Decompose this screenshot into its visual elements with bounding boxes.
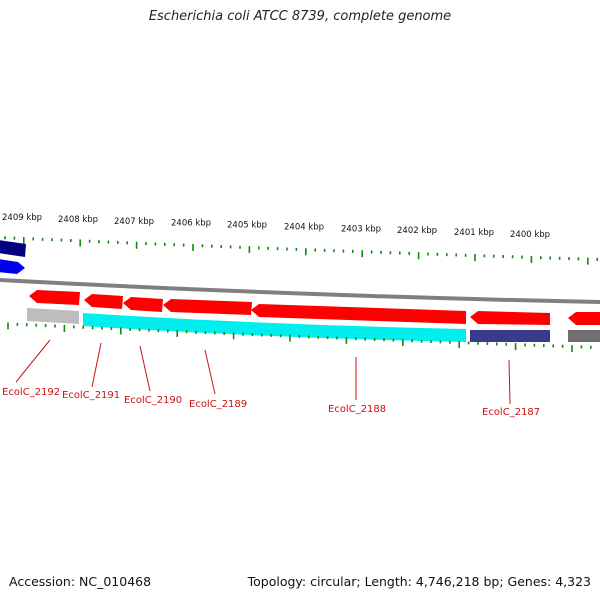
cds-arrow-ecolc-2190[interactable] [123,297,163,312]
cds-arrow-ecolc-2188[interactable] [251,304,466,324]
ruler-label: 2405 kbp [227,221,267,231]
navy-feature[interactable] [470,330,550,342]
accession-label: Accession: NC_010468 [9,574,152,589]
gene-label-ecolc-2189[interactable]: EcolC_2189 [189,399,247,410]
ruler-label: 2403 kbp [341,224,381,234]
gene-label-ecolc-2188[interactable]: EcolC_2188 [328,404,386,415]
ruler-label: 2409 kbp [2,213,42,223]
gene-label-leaders [15,339,511,405]
ruler-ticks [4,236,599,265]
cds-arrow-ecolc-2187[interactable] [470,311,550,325]
gene-label-ecolc-2191[interactable]: EcolC_2191 [62,390,120,401]
ruler-label: 2406 kbp [171,219,211,229]
gene-leader-line [91,342,102,388]
topology-summary: Topology: circular; Length: 4,746,218 bp… [247,574,591,589]
ruler-label: 2407 kbp [114,217,154,227]
blue-feature-arrow[interactable] [0,259,25,274]
cds-arrow-ecolc-2192[interactable] [29,290,80,305]
gene-label-ecolc-2187[interactable]: EcolC_2187 [482,407,540,418]
dark-gray-feature[interactable] [568,330,600,342]
gene-label-ecolc-2190[interactable]: EcolC_2190 [124,395,182,406]
gene-leader-line [508,359,511,405]
cds-arrow-partial[interactable] [568,312,600,325]
ruler-label: 2400 kbp [510,230,550,240]
gene-leader-line [204,349,216,395]
cyan-feature[interactable] [83,313,466,342]
lower-ticks [7,322,592,353]
gene-leader-line [15,339,51,383]
ruler-label: 2404 kbp [284,222,324,232]
lower-feature-track [27,308,600,342]
cds-arrow-ecolc-2189[interactable] [163,299,252,315]
map-title: Escherichia coli ATCC 8739, complete gen… [148,9,452,24]
ruler-label: 2401 kbp [454,228,494,238]
ruler-labels: 2409 kbp 2408 kbp 2407 kbp 2406 kbp 2405 kbp… [2,213,550,240]
ruler-label: 2402 kbp [397,226,437,236]
ruler-label: 2408 kbp [58,215,98,225]
gene-leader-line [139,345,151,392]
forward-strand-track [29,290,600,325]
dark-blue-feature[interactable] [0,240,26,257]
cds-arrow-ecolc-2191[interactable] [84,294,123,309]
gene-label-ecolc-2192[interactable]: EcolC_2192 [2,387,60,398]
gray-feature[interactable] [27,308,79,324]
genome-backbone [0,278,600,304]
